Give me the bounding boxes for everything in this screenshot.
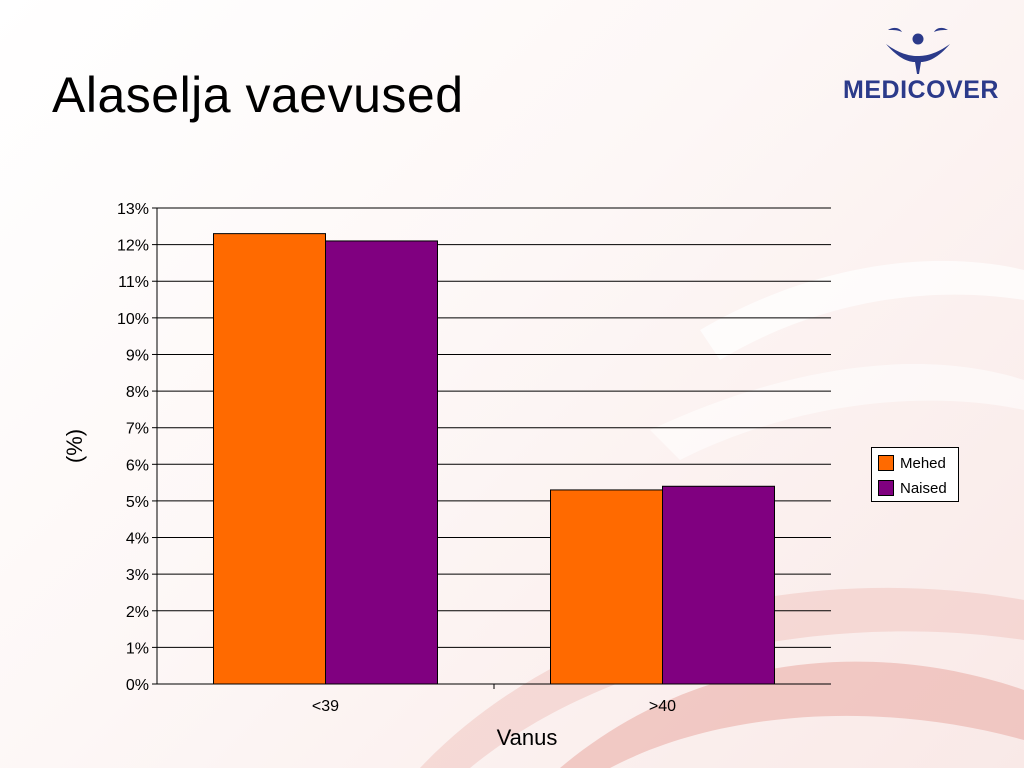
- logo-figure-icon: [886, 27, 950, 74]
- x-tick-label: >40: [649, 698, 676, 715]
- bar-naised-1: [662, 485, 775, 685]
- legend-label-series-2: Naised: [900, 479, 947, 497]
- legend-swatch-series-1: [878, 455, 894, 471]
- y-tick-label: 3%: [126, 567, 149, 584]
- y-axis-title: (%): [62, 429, 87, 463]
- x-axis-title: Vanus: [497, 725, 558, 750]
- slide-title: Alaselja vaevused: [52, 67, 464, 123]
- bar-mehed-0: [213, 233, 326, 685]
- y-tick-label: 1%: [126, 640, 149, 657]
- medicover-logo: MEDICOVER: [838, 24, 1004, 108]
- y-tick-label: 2%: [126, 604, 149, 621]
- legend-label-series-1: Mehed: [900, 454, 946, 472]
- y-tick-label: 7%: [126, 421, 149, 438]
- y-tick-label: 4%: [126, 531, 149, 548]
- y-tick-label: 0%: [126, 677, 149, 694]
- y-tick-label: 11%: [118, 274, 149, 291]
- bar-mehed-1: [550, 489, 663, 685]
- bars: [213, 233, 775, 685]
- x-tick-label: <39: [312, 698, 339, 715]
- legend-item-series-2: Naised: [878, 479, 947, 497]
- legend-item-series-1: Mehed: [878, 454, 946, 472]
- y-tick-label: 10%: [117, 311, 149, 328]
- y-tick-label: 13%: [117, 201, 149, 218]
- chart-legend: Mehed Naised: [871, 447, 959, 502]
- y-tick-label: 9%: [126, 347, 149, 364]
- y-tick-label: 5%: [126, 494, 149, 511]
- y-tick-label: 8%: [126, 384, 149, 401]
- legend-swatch-series-2: [878, 480, 894, 496]
- y-tick-label: 12%: [117, 238, 149, 255]
- bar-naised-0: [325, 240, 438, 685]
- axes: 0% 1% 2% 3% 4% 5% 6% 7% 8% 9% 10% 11% 12% 13% <39 >40: [117, 201, 831, 715]
- logo-wordmark: MEDICOVER: [843, 76, 999, 104]
- y-tick-label: 6%: [126, 457, 149, 474]
